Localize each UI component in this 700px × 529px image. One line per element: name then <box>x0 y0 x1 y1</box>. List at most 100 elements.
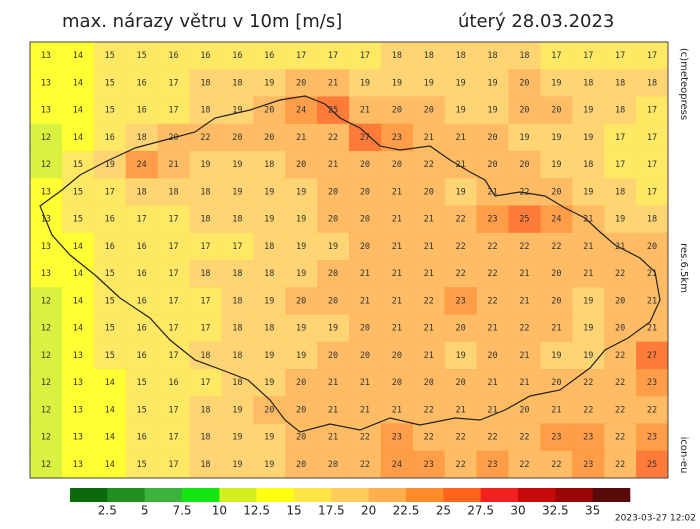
timestamp: 2023-03-27 12:02 <box>615 514 696 524</box>
grid-cell <box>444 423 477 452</box>
grid-cell <box>540 314 573 343</box>
cell-value: 15 <box>137 51 147 61</box>
grid-cell <box>317 260 350 288</box>
cell-value: 19 <box>392 78 402 88</box>
cell-value: 22 <box>615 433 625 443</box>
cell-value: 19 <box>583 133 593 143</box>
grid-cell <box>189 178 222 206</box>
map-frame <box>29 41 669 479</box>
grid-cell <box>253 423 286 452</box>
grid-cell <box>604 341 637 370</box>
grid-cell <box>349 396 382 424</box>
cell-value: 17 <box>647 160 657 170</box>
cell-value: 21 <box>615 242 625 252</box>
cell-value: 19 <box>232 433 242 443</box>
cell-value: 17 <box>168 215 178 225</box>
grid-cell <box>189 123 222 152</box>
cell-value: 24 <box>137 160 147 170</box>
cell-value: 21 <box>487 405 497 415</box>
cell-value: 15 <box>73 187 83 197</box>
colorbar-swatch <box>368 488 407 502</box>
cell-value: 15 <box>137 405 147 415</box>
grid-cell <box>189 69 222 97</box>
grid-cell <box>444 369 477 397</box>
grid-cell <box>476 450 509 479</box>
cell-value: 18 <box>264 324 274 334</box>
grid-cell <box>285 42 318 70</box>
cell-value: 18 <box>232 215 242 225</box>
grid-cell <box>349 151 382 179</box>
cell-value: 13 <box>73 378 83 388</box>
grid-cell <box>508 151 541 179</box>
grid-cell <box>572 396 605 424</box>
map-title: max. nárazy větru v 10m [m/s] <box>62 11 342 32</box>
grid-cell <box>285 123 318 152</box>
cell-value: 21 <box>328 405 338 415</box>
grid-cell <box>444 314 477 343</box>
grid-cell <box>93 260 126 288</box>
grid-cell <box>93 69 126 97</box>
cell-value: 20 <box>551 378 561 388</box>
grid-cell <box>30 96 63 125</box>
cell-value: 17 <box>168 351 178 361</box>
cell-value: 21 <box>647 296 657 306</box>
grid-cell <box>508 396 541 424</box>
cell-value: 18 <box>200 460 210 470</box>
cell-value: 20 <box>296 78 306 88</box>
grid-cell <box>317 396 350 424</box>
cell-value: 18 <box>200 269 210 279</box>
grid-cell <box>125 96 158 125</box>
grid-cell <box>636 42 669 70</box>
grid-cell <box>221 260 254 288</box>
cell-value: 20 <box>360 324 370 334</box>
cell-value: 22 <box>360 460 370 470</box>
grid-cell <box>349 314 382 343</box>
grid-cell <box>636 96 669 125</box>
cell-value: 20 <box>424 378 434 388</box>
grid-cell <box>189 369 222 397</box>
grid-cell <box>508 42 541 70</box>
grid-cell <box>61 123 95 152</box>
grid-cell <box>349 69 382 97</box>
cell-value: 21 <box>392 405 402 415</box>
cell-value: 13 <box>41 51 51 61</box>
colorbar-label: 7.5 <box>172 504 191 518</box>
cell-value: 21 <box>392 269 402 279</box>
cell-value: 17 <box>168 296 178 306</box>
grid-cell <box>508 287 541 315</box>
cell-value: 21 <box>424 242 434 252</box>
colorbar-swatch <box>555 488 593 502</box>
cell-value: 18 <box>647 215 657 225</box>
grid-cell <box>444 69 477 97</box>
grid-cell <box>93 423 126 452</box>
grid-cell <box>508 96 541 125</box>
grid-cell <box>476 42 509 70</box>
grid-cell <box>412 96 445 125</box>
grid-cell <box>540 42 573 70</box>
grid-cell <box>93 314 126 343</box>
grid-cell <box>412 341 445 370</box>
cell-value: 20 <box>232 133 242 143</box>
cell-value: 20 <box>392 351 402 361</box>
cell-value: 16 <box>137 242 147 252</box>
cell-value: 20 <box>264 133 274 143</box>
colorbar-swatch <box>331 488 369 502</box>
cell-value: 13 <box>73 351 83 361</box>
grid-cell <box>285 450 318 479</box>
grid-cell <box>253 341 286 370</box>
cell-value: 16 <box>137 433 147 443</box>
grid-cell <box>157 287 190 315</box>
cell-value: 21 <box>328 78 338 88</box>
cell-value: 14 <box>105 405 115 415</box>
cell-value: 20 <box>487 133 497 143</box>
grid-cell <box>189 423 222 452</box>
grid-cell <box>125 42 158 70</box>
cell-value: 19 <box>296 242 306 252</box>
cell-value: 18 <box>232 351 242 361</box>
cell-value: 20 <box>487 351 497 361</box>
country-border <box>39 95 661 433</box>
grid-cell <box>221 232 254 261</box>
cell-value: 18 <box>232 269 242 279</box>
cell-value: 22 <box>519 433 529 443</box>
